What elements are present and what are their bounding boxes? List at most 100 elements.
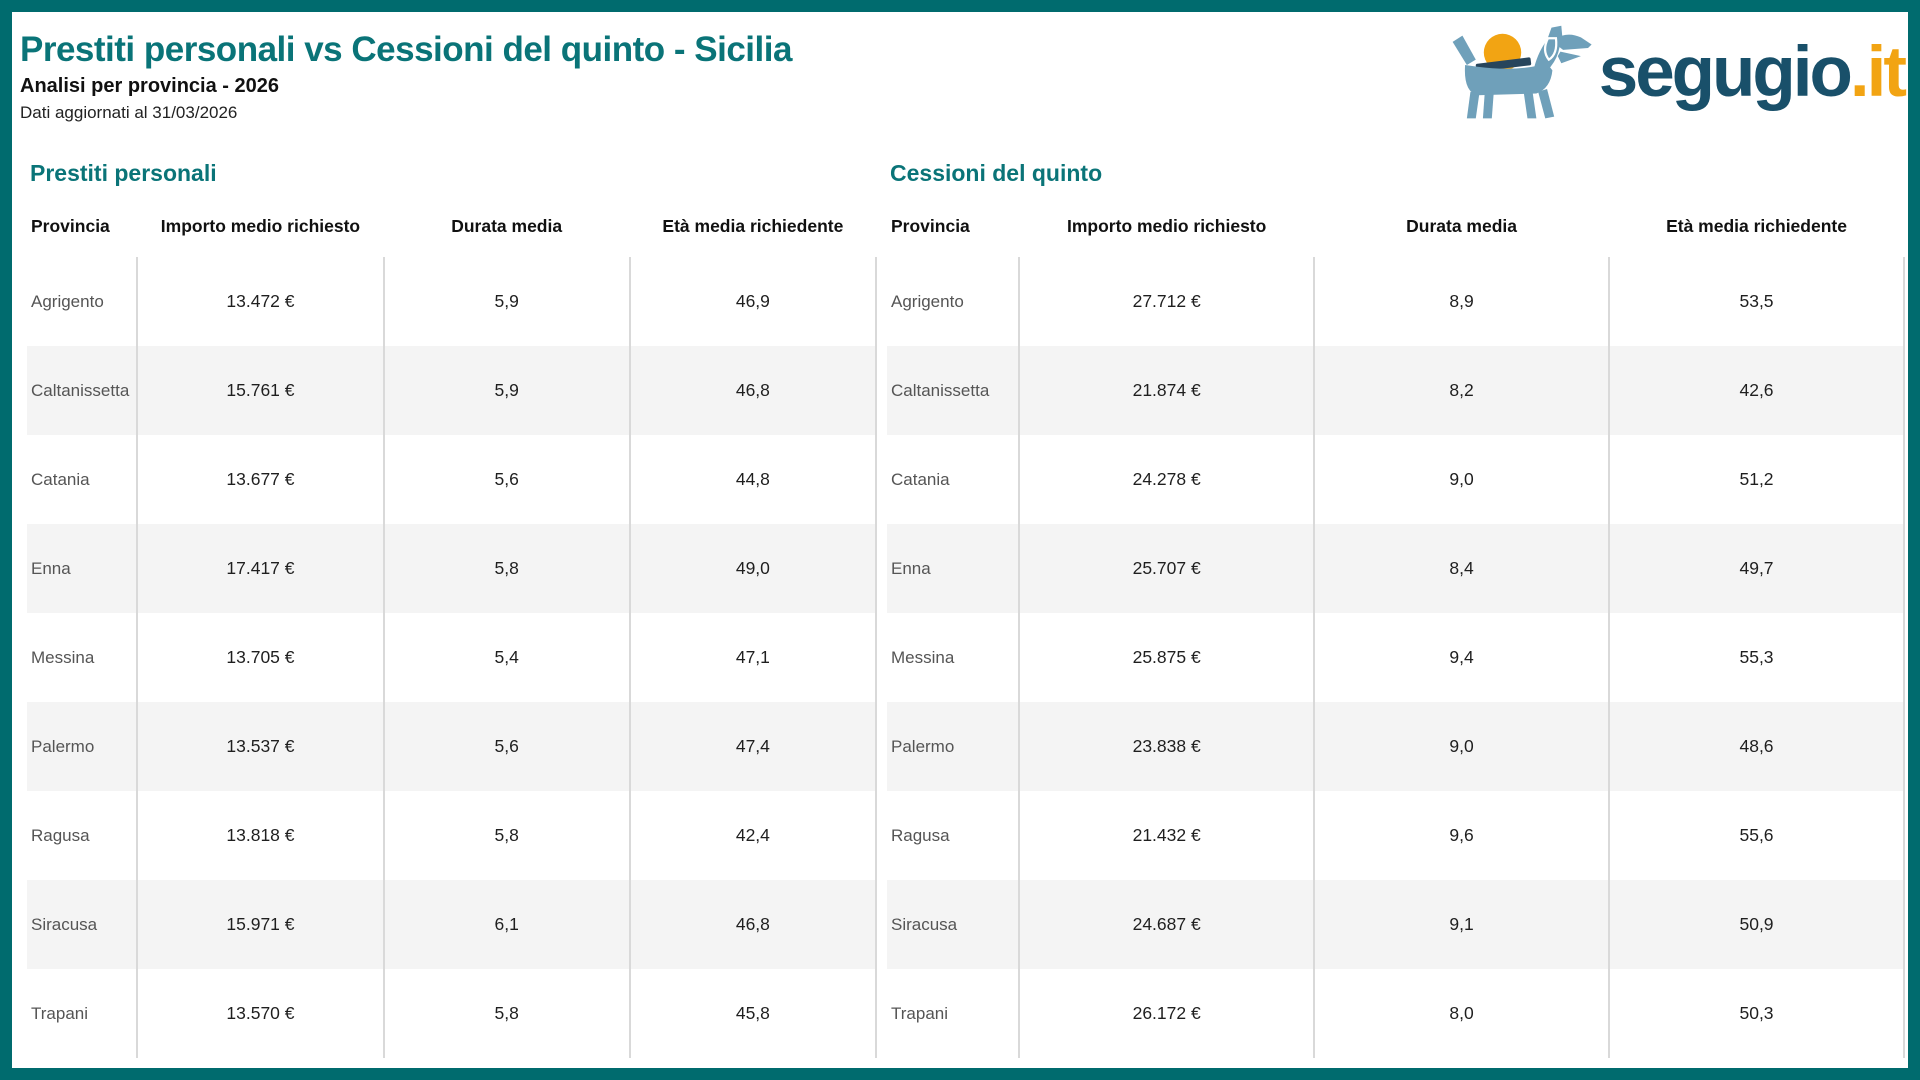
cell-value: 5,9 (382, 257, 630, 346)
cell-provincia: Enna (891, 558, 931, 578)
cell-value: 44,8 (628, 435, 878, 524)
table-row: Trapani 26.172 €8,0 50,3 (887, 969, 1905, 1058)
cell-value: 46,8 (628, 880, 878, 969)
cell-value: 9,1 (1313, 880, 1610, 969)
cell-value: 5,8 (382, 524, 630, 613)
table-row: Caltanissetta 21.874 €8,2 42,6 (887, 346, 1905, 435)
cell-provincia: Agrigento (31, 291, 104, 311)
cell-value: 47,4 (628, 702, 878, 791)
column-header: Provincia (31, 215, 110, 236)
cell-value: 13.677 € (136, 435, 384, 524)
section-cessioni-del-quinto: Cessioni del quinto Provincia Importo med… (887, 116, 1905, 1058)
cell-value: 8,0 (1313, 969, 1610, 1058)
column-header: Durata media (1406, 215, 1518, 236)
cell-provincia: Enna (31, 558, 71, 578)
cell-value: 45,8 (628, 969, 878, 1058)
table-row: Catania 13.677 €5,6 44,8 (27, 435, 878, 524)
cell-value: 25.875 € (1018, 613, 1315, 702)
section-title-prestiti: Prestiti personali (30, 160, 217, 186)
cell-provincia: Palermo (31, 736, 95, 756)
cell-value: 42,6 (1608, 346, 1905, 435)
table-row: Ragusa 21.432 €9,6 55,6 (887, 791, 1905, 880)
cell-value: 5,6 (382, 435, 630, 524)
column-header: Età media richiedente (662, 215, 844, 236)
table-row: Palermo 23.838 €9,0 48,6 (887, 702, 1905, 791)
table-row: Siracusa 15.971 €6,1 46,8 (27, 880, 878, 969)
cell-provincia: Agrigento (891, 291, 964, 311)
cell-provincia: Caltanissetta (31, 380, 130, 400)
cell-value: 46,8 (628, 346, 878, 435)
header: Prestiti personali vs Cessioni del quint… (12, 12, 1908, 122)
cell-value: 15.761 € (136, 346, 384, 435)
cell-value: 51,2 (1608, 435, 1905, 524)
cell-value: 17.417 € (136, 524, 384, 613)
cell-value: 5,6 (382, 702, 630, 791)
table-row: Enna 25.707 €8,4 49,7 (887, 524, 1905, 613)
table-row: Enna 17.417 €5,8 49,0 (27, 524, 878, 613)
cell-value: 8,4 (1313, 524, 1610, 613)
column-header: Provincia (891, 215, 970, 236)
cell-value: 13.537 € (136, 702, 384, 791)
cell-value: 24.687 € (1018, 880, 1315, 969)
table-row: Agrigento 27.712 €8,9 53,5 (887, 257, 1905, 346)
cell-value: 27.712 € (1018, 257, 1315, 346)
logo-tld: .it (1849, 33, 1907, 112)
header-row: Provincia Importo medio richiesto Durata m… (27, 195, 876, 257)
cell-provincia: Catania (891, 469, 950, 489)
cell-value: 8,9 (1313, 257, 1610, 346)
cell-value: 49,7 (1608, 524, 1905, 613)
cell-value: 15.971 € (136, 880, 384, 969)
cell-value: 53,5 (1608, 257, 1905, 346)
table-row: Trapani 13.570 €5,8 45,8 (27, 969, 878, 1058)
cell-value: 55,6 (1608, 791, 1905, 880)
cell-value: 21.874 € (1018, 346, 1315, 435)
cell-value: 48,6 (1608, 702, 1905, 791)
cell-value: 24.278 € (1018, 435, 1315, 524)
cell-value: 5,9 (382, 346, 630, 435)
page-subtitle: Analisi per provincia - 2026 (20, 75, 279, 97)
cell-value: 5,8 (382, 969, 630, 1058)
cell-provincia: Messina (891, 647, 955, 667)
cell-value: 5,4 (382, 613, 630, 702)
cell-provincia: Trapani (891, 1003, 949, 1023)
column-header: Importo medio richiesto (160, 215, 361, 236)
table-row: Agrigento 13.472 €5,9 46,9 (27, 257, 878, 346)
tables-area: Prestiti personali Provincia Importo medi… (12, 116, 1908, 1058)
cessioni-del-quinto-table: Provincia Importo medio richiesto Durata m… (887, 195, 1905, 1058)
cell-provincia: Palermo (891, 736, 955, 756)
cell-value: 21.432 € (1018, 791, 1315, 880)
table-row: Ragusa 13.818 €5,8 42,4 (27, 791, 878, 880)
column-header: Importo medio richiesto (1067, 215, 1267, 236)
updated-date: Dati aggiornati al 31/03/2026 (20, 103, 238, 122)
cell-value: 9,0 (1313, 435, 1610, 524)
segugio-logo: segugio.it (1447, 24, 1907, 122)
cell-provincia: Trapani (31, 1003, 89, 1023)
table-row: Catania 24.278 €9,0 51,2 (887, 435, 1905, 524)
logo-name: segugio (1598, 33, 1853, 112)
cell-value: 46,9 (628, 257, 878, 346)
cell-value: 23.838 € (1018, 702, 1315, 791)
cell-value: 8,2 (1313, 346, 1610, 435)
cell-value: 6,1 (382, 880, 630, 969)
table-row: Messina 13.705 €5,4 47,1 (27, 613, 878, 702)
logo-wordmark: segugio.it (1598, 24, 1907, 122)
cell-provincia: Siracusa (891, 914, 958, 934)
cell-value: 9,6 (1313, 791, 1610, 880)
dog-icon (1452, 25, 1592, 119)
cell-value: 49,0 (628, 524, 878, 613)
cell-value: 47,1 (628, 613, 878, 702)
cell-value: 13.570 € (136, 969, 384, 1058)
table-row: Caltanissetta 15.761 €5,9 46,8 (27, 346, 878, 435)
section-title-cessioni: Cessioni del quinto (890, 160, 1103, 186)
section-prestiti-personali: Prestiti personali Provincia Importo medi… (27, 116, 878, 1058)
header-row: Provincia Importo medio richiesto Durata m… (887, 195, 1904, 257)
title-block: Prestiti personali vs Cessioni del quint… (20, 24, 792, 123)
cell-value: 13.705 € (136, 613, 384, 702)
cell-value: 5,8 (382, 791, 630, 880)
cell-value: 9,4 (1313, 613, 1610, 702)
cell-value: 25.707 € (1018, 524, 1315, 613)
cell-provincia: Messina (31, 647, 95, 667)
cell-value: 13.472 € (136, 257, 384, 346)
table-row: Siracusa 24.687 €9,1 50,9 (887, 880, 1905, 969)
